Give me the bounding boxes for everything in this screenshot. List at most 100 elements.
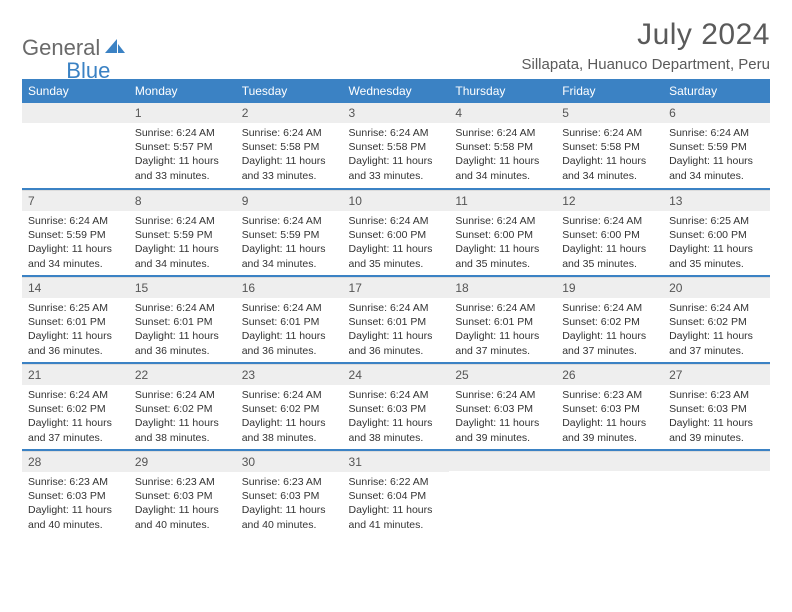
sunset-line: Sunset: 6:01 PM [135, 315, 230, 329]
sunrise-line: Sunrise: 6:25 AM [669, 214, 764, 228]
sunset-line: Sunset: 5:59 PM [669, 140, 764, 154]
day-number: 6 [663, 103, 770, 123]
weekday-header: Friday [556, 79, 663, 103]
calendar-day-cell: 7Sunrise: 6:24 AMSunset: 5:59 PMDaylight… [22, 190, 129, 276]
empty-day-bar [663, 451, 770, 471]
sunrise-line: Sunrise: 6:24 AM [669, 301, 764, 315]
day-info: Sunrise: 6:23 AMSunset: 6:03 PMDaylight:… [663, 385, 770, 449]
month-title: July 2024 [522, 18, 770, 52]
sunset-line: Sunset: 6:02 PM [242, 402, 337, 416]
day-number: 24 [343, 364, 450, 385]
day-info: Sunrise: 6:24 AMSunset: 6:01 PMDaylight:… [343, 298, 450, 362]
calendar-day-cell: 18Sunrise: 6:24 AMSunset: 6:01 PMDayligh… [449, 277, 556, 363]
day-number: 10 [343, 190, 450, 211]
calendar-day-cell: 11Sunrise: 6:24 AMSunset: 6:00 PMDayligh… [449, 190, 556, 276]
day-info: Sunrise: 6:25 AMSunset: 6:01 PMDaylight:… [22, 298, 129, 362]
sunrise-line: Sunrise: 6:24 AM [135, 214, 230, 228]
day-number: 17 [343, 277, 450, 298]
daylight-line: Daylight: 11 hours and 33 minutes. [242, 154, 337, 182]
calendar-header-row: SundayMondayTuesdayWednesdayThursdayFrid… [22, 79, 770, 103]
sunrise-line: Sunrise: 6:24 AM [349, 214, 444, 228]
day-number: 11 [449, 190, 556, 211]
calendar-day-cell: 15Sunrise: 6:24 AMSunset: 6:01 PMDayligh… [129, 277, 236, 363]
calendar-day-cell: 25Sunrise: 6:24 AMSunset: 6:03 PMDayligh… [449, 364, 556, 450]
empty-day-bar [449, 451, 556, 471]
sunset-line: Sunset: 6:02 PM [669, 315, 764, 329]
day-number: 22 [129, 364, 236, 385]
sunset-line: Sunset: 6:01 PM [455, 315, 550, 329]
day-info: Sunrise: 6:24 AMSunset: 5:57 PMDaylight:… [129, 123, 236, 187]
calendar-day-cell: 30Sunrise: 6:23 AMSunset: 6:03 PMDayligh… [236, 451, 343, 537]
daylight-line: Daylight: 11 hours and 34 minutes. [669, 154, 764, 182]
calendar-day-cell: 22Sunrise: 6:24 AMSunset: 6:02 PMDayligh… [129, 364, 236, 450]
brand-sail-icon [104, 37, 126, 60]
day-info: Sunrise: 6:25 AMSunset: 6:00 PMDaylight:… [663, 211, 770, 275]
calendar-day-cell: 9Sunrise: 6:24 AMSunset: 5:59 PMDaylight… [236, 190, 343, 276]
sunrise-line: Sunrise: 6:24 AM [562, 126, 657, 140]
empty-day-bar [556, 451, 663, 471]
sunset-line: Sunset: 5:58 PM [349, 140, 444, 154]
day-number: 16 [236, 277, 343, 298]
calendar-week-row: 28Sunrise: 6:23 AMSunset: 6:03 PMDayligh… [22, 451, 770, 537]
daylight-line: Daylight: 11 hours and 36 minutes. [349, 329, 444, 357]
calendar-day-cell: 31Sunrise: 6:22 AMSunset: 6:04 PMDayligh… [343, 451, 450, 537]
sunset-line: Sunset: 6:00 PM [669, 228, 764, 242]
calendar-week-row: 21Sunrise: 6:24 AMSunset: 6:02 PMDayligh… [22, 364, 770, 450]
calendar-day-cell: 19Sunrise: 6:24 AMSunset: 6:02 PMDayligh… [556, 277, 663, 363]
day-info: Sunrise: 6:24 AMSunset: 6:01 PMDaylight:… [129, 298, 236, 362]
daylight-line: Daylight: 11 hours and 39 minutes. [455, 416, 550, 444]
calendar-day-cell: 1Sunrise: 6:24 AMSunset: 5:57 PMDaylight… [129, 103, 236, 189]
day-info: Sunrise: 6:24 AMSunset: 6:02 PMDaylight:… [22, 385, 129, 449]
sunrise-line: Sunrise: 6:24 AM [28, 388, 123, 402]
day-info: Sunrise: 6:23 AMSunset: 6:03 PMDaylight:… [22, 472, 129, 536]
calendar-day-cell: 17Sunrise: 6:24 AMSunset: 6:01 PMDayligh… [343, 277, 450, 363]
sunset-line: Sunset: 6:02 PM [28, 402, 123, 416]
sunrise-line: Sunrise: 6:24 AM [242, 301, 337, 315]
day-number: 23 [236, 364, 343, 385]
calendar-day-cell: 24Sunrise: 6:24 AMSunset: 6:03 PMDayligh… [343, 364, 450, 450]
day-number: 14 [22, 277, 129, 298]
sunrise-line: Sunrise: 6:24 AM [455, 126, 550, 140]
daylight-line: Daylight: 11 hours and 35 minutes. [669, 242, 764, 270]
sunset-line: Sunset: 6:01 PM [28, 315, 123, 329]
empty-day-bar [22, 103, 129, 123]
sunrise-line: Sunrise: 6:24 AM [242, 126, 337, 140]
sunrise-line: Sunrise: 6:23 AM [135, 475, 230, 489]
sunset-line: Sunset: 6:03 PM [562, 402, 657, 416]
day-number: 5 [556, 103, 663, 123]
day-number: 2 [236, 103, 343, 123]
sunrise-line: Sunrise: 6:24 AM [455, 214, 550, 228]
day-number: 19 [556, 277, 663, 298]
day-number: 25 [449, 364, 556, 385]
day-number: 1 [129, 103, 236, 123]
calendar-day-cell: 21Sunrise: 6:24 AMSunset: 6:02 PMDayligh… [22, 364, 129, 450]
sunrise-line: Sunrise: 6:24 AM [242, 388, 337, 402]
daylight-line: Daylight: 11 hours and 36 minutes. [28, 329, 123, 357]
sunrise-line: Sunrise: 6:24 AM [135, 126, 230, 140]
daylight-line: Daylight: 11 hours and 33 minutes. [349, 154, 444, 182]
calendar-day-cell: 4Sunrise: 6:24 AMSunset: 5:58 PMDaylight… [449, 103, 556, 189]
day-number: 26 [556, 364, 663, 385]
sunrise-line: Sunrise: 6:24 AM [242, 214, 337, 228]
day-info: Sunrise: 6:24 AMSunset: 6:03 PMDaylight:… [449, 385, 556, 449]
day-number: 8 [129, 190, 236, 211]
sunset-line: Sunset: 6:01 PM [242, 315, 337, 329]
day-info: Sunrise: 6:24 AMSunset: 6:00 PMDaylight:… [449, 211, 556, 275]
calendar-day-cell: 16Sunrise: 6:24 AMSunset: 6:01 PMDayligh… [236, 277, 343, 363]
day-info: Sunrise: 6:24 AMSunset: 6:00 PMDaylight:… [343, 211, 450, 275]
sunset-line: Sunset: 5:58 PM [562, 140, 657, 154]
title-block: July 2024 Sillapata, Huanuco Department,… [522, 18, 770, 73]
daylight-line: Daylight: 11 hours and 34 minutes. [135, 242, 230, 270]
day-info: Sunrise: 6:24 AMSunset: 6:02 PMDaylight:… [663, 298, 770, 362]
day-info: Sunrise: 6:23 AMSunset: 6:03 PMDaylight:… [129, 472, 236, 536]
calendar-week-row: 14Sunrise: 6:25 AMSunset: 6:01 PMDayligh… [22, 277, 770, 363]
daylight-line: Daylight: 11 hours and 38 minutes. [135, 416, 230, 444]
sunrise-line: Sunrise: 6:23 AM [669, 388, 764, 402]
sunrise-line: Sunrise: 6:23 AM [562, 388, 657, 402]
sunset-line: Sunset: 6:03 PM [242, 489, 337, 503]
calendar-day-cell: 13Sunrise: 6:25 AMSunset: 6:00 PMDayligh… [663, 190, 770, 276]
daylight-line: Daylight: 11 hours and 39 minutes. [562, 416, 657, 444]
calendar-day-cell: 20Sunrise: 6:24 AMSunset: 6:02 PMDayligh… [663, 277, 770, 363]
calendar-day-cell: 27Sunrise: 6:23 AMSunset: 6:03 PMDayligh… [663, 364, 770, 450]
daylight-line: Daylight: 11 hours and 34 minutes. [242, 242, 337, 270]
